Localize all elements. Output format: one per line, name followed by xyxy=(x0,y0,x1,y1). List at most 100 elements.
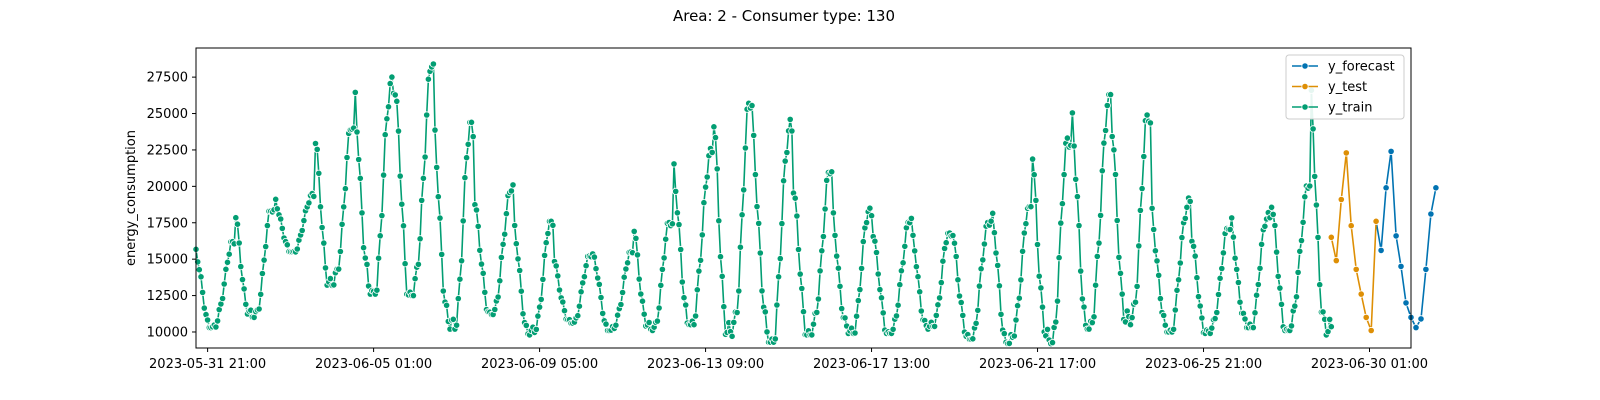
data-point xyxy=(653,317,662,325)
data-point xyxy=(1088,318,1096,327)
data-point xyxy=(889,325,897,333)
data-point xyxy=(238,275,247,284)
data-point xyxy=(1058,200,1067,208)
data-point xyxy=(1085,325,1093,333)
data-point xyxy=(791,194,799,202)
data-point xyxy=(809,320,818,328)
data-point xyxy=(1037,284,1045,292)
data-point xyxy=(1136,206,1145,214)
data-point xyxy=(549,221,557,229)
data-point xyxy=(672,187,680,195)
data-point xyxy=(1017,276,1025,284)
data-point xyxy=(779,177,788,185)
data-point xyxy=(871,237,879,245)
data-point xyxy=(1116,269,1125,277)
data-point xyxy=(516,266,524,275)
data-point xyxy=(857,264,866,272)
data-point xyxy=(537,295,545,303)
plot-frame xyxy=(195,47,1412,349)
data-point xyxy=(293,245,301,253)
data-point xyxy=(939,257,947,265)
data-point xyxy=(200,304,208,312)
data-point xyxy=(1095,239,1103,247)
data-point xyxy=(612,321,620,329)
data-point xyxy=(277,215,285,223)
data-point xyxy=(763,328,771,336)
data-point xyxy=(758,287,766,295)
series-y-train xyxy=(192,60,1335,348)
data-point xyxy=(262,243,270,251)
data-point xyxy=(841,314,849,322)
data-point xyxy=(720,303,728,311)
data-point xyxy=(1035,272,1043,280)
data-point xyxy=(934,301,942,309)
data-point xyxy=(577,288,585,296)
data-point xyxy=(1013,302,1022,310)
data-point xyxy=(424,75,432,83)
data-point xyxy=(449,315,457,323)
data-point xyxy=(1392,232,1400,240)
data-point xyxy=(741,144,750,152)
data-point xyxy=(1241,315,1249,323)
data-point xyxy=(1010,332,1018,340)
data-point xyxy=(670,160,678,168)
data-point xyxy=(250,313,258,321)
data-point xyxy=(698,231,706,239)
data-point xyxy=(1277,300,1286,308)
data-point xyxy=(1148,204,1156,212)
data-point xyxy=(313,145,321,153)
data-point xyxy=(1173,286,1181,294)
data-point xyxy=(1068,109,1077,117)
data-point xyxy=(937,278,945,287)
data-point xyxy=(1294,268,1302,276)
data-point xyxy=(554,272,562,280)
data-point xyxy=(442,301,451,309)
data-point xyxy=(617,300,625,309)
data-point xyxy=(894,301,902,309)
data-point xyxy=(633,251,642,259)
data-point xyxy=(1160,311,1168,319)
legend: y_forecast y_test y_train xyxy=(1285,54,1405,120)
data-point xyxy=(814,295,823,303)
data-point xyxy=(386,80,394,88)
data-point xyxy=(590,253,599,261)
data-point xyxy=(1229,233,1238,241)
data-point xyxy=(1198,314,1206,322)
data-point xyxy=(1258,240,1266,248)
data-point xyxy=(914,273,922,281)
data-point xyxy=(1170,325,1178,333)
data-point xyxy=(454,294,462,303)
data-point xyxy=(501,230,509,238)
data-point xyxy=(472,206,481,214)
data-point xyxy=(854,296,862,305)
data-point xyxy=(1274,272,1282,280)
data-point xyxy=(662,235,670,243)
data-point xyxy=(497,253,505,261)
data-point xyxy=(733,308,741,317)
data-point xyxy=(260,256,268,264)
data-point xyxy=(823,176,831,184)
legend-swatch-marker xyxy=(1301,82,1309,91)
data-point xyxy=(1271,221,1279,230)
data-point xyxy=(1107,91,1115,99)
data-point xyxy=(751,171,760,179)
data-point xyxy=(579,279,587,287)
data-point xyxy=(713,165,721,173)
data-point xyxy=(750,131,758,139)
data-point xyxy=(1236,298,1244,306)
data-point xyxy=(1397,262,1405,270)
data-point xyxy=(1063,134,1072,142)
data-point xyxy=(1052,318,1060,326)
x-tick-label: 2023-06-09 05:00 xyxy=(481,357,598,372)
data-point xyxy=(1043,325,1052,333)
data-point xyxy=(1249,323,1257,332)
data-point xyxy=(1097,211,1105,219)
data-point xyxy=(316,203,325,211)
data-point xyxy=(1053,297,1062,305)
data-point xyxy=(1055,254,1063,262)
data-point xyxy=(232,214,240,222)
data-point xyxy=(540,251,549,259)
data-point xyxy=(214,317,222,325)
data-point xyxy=(1312,201,1321,209)
data-point xyxy=(310,192,318,200)
